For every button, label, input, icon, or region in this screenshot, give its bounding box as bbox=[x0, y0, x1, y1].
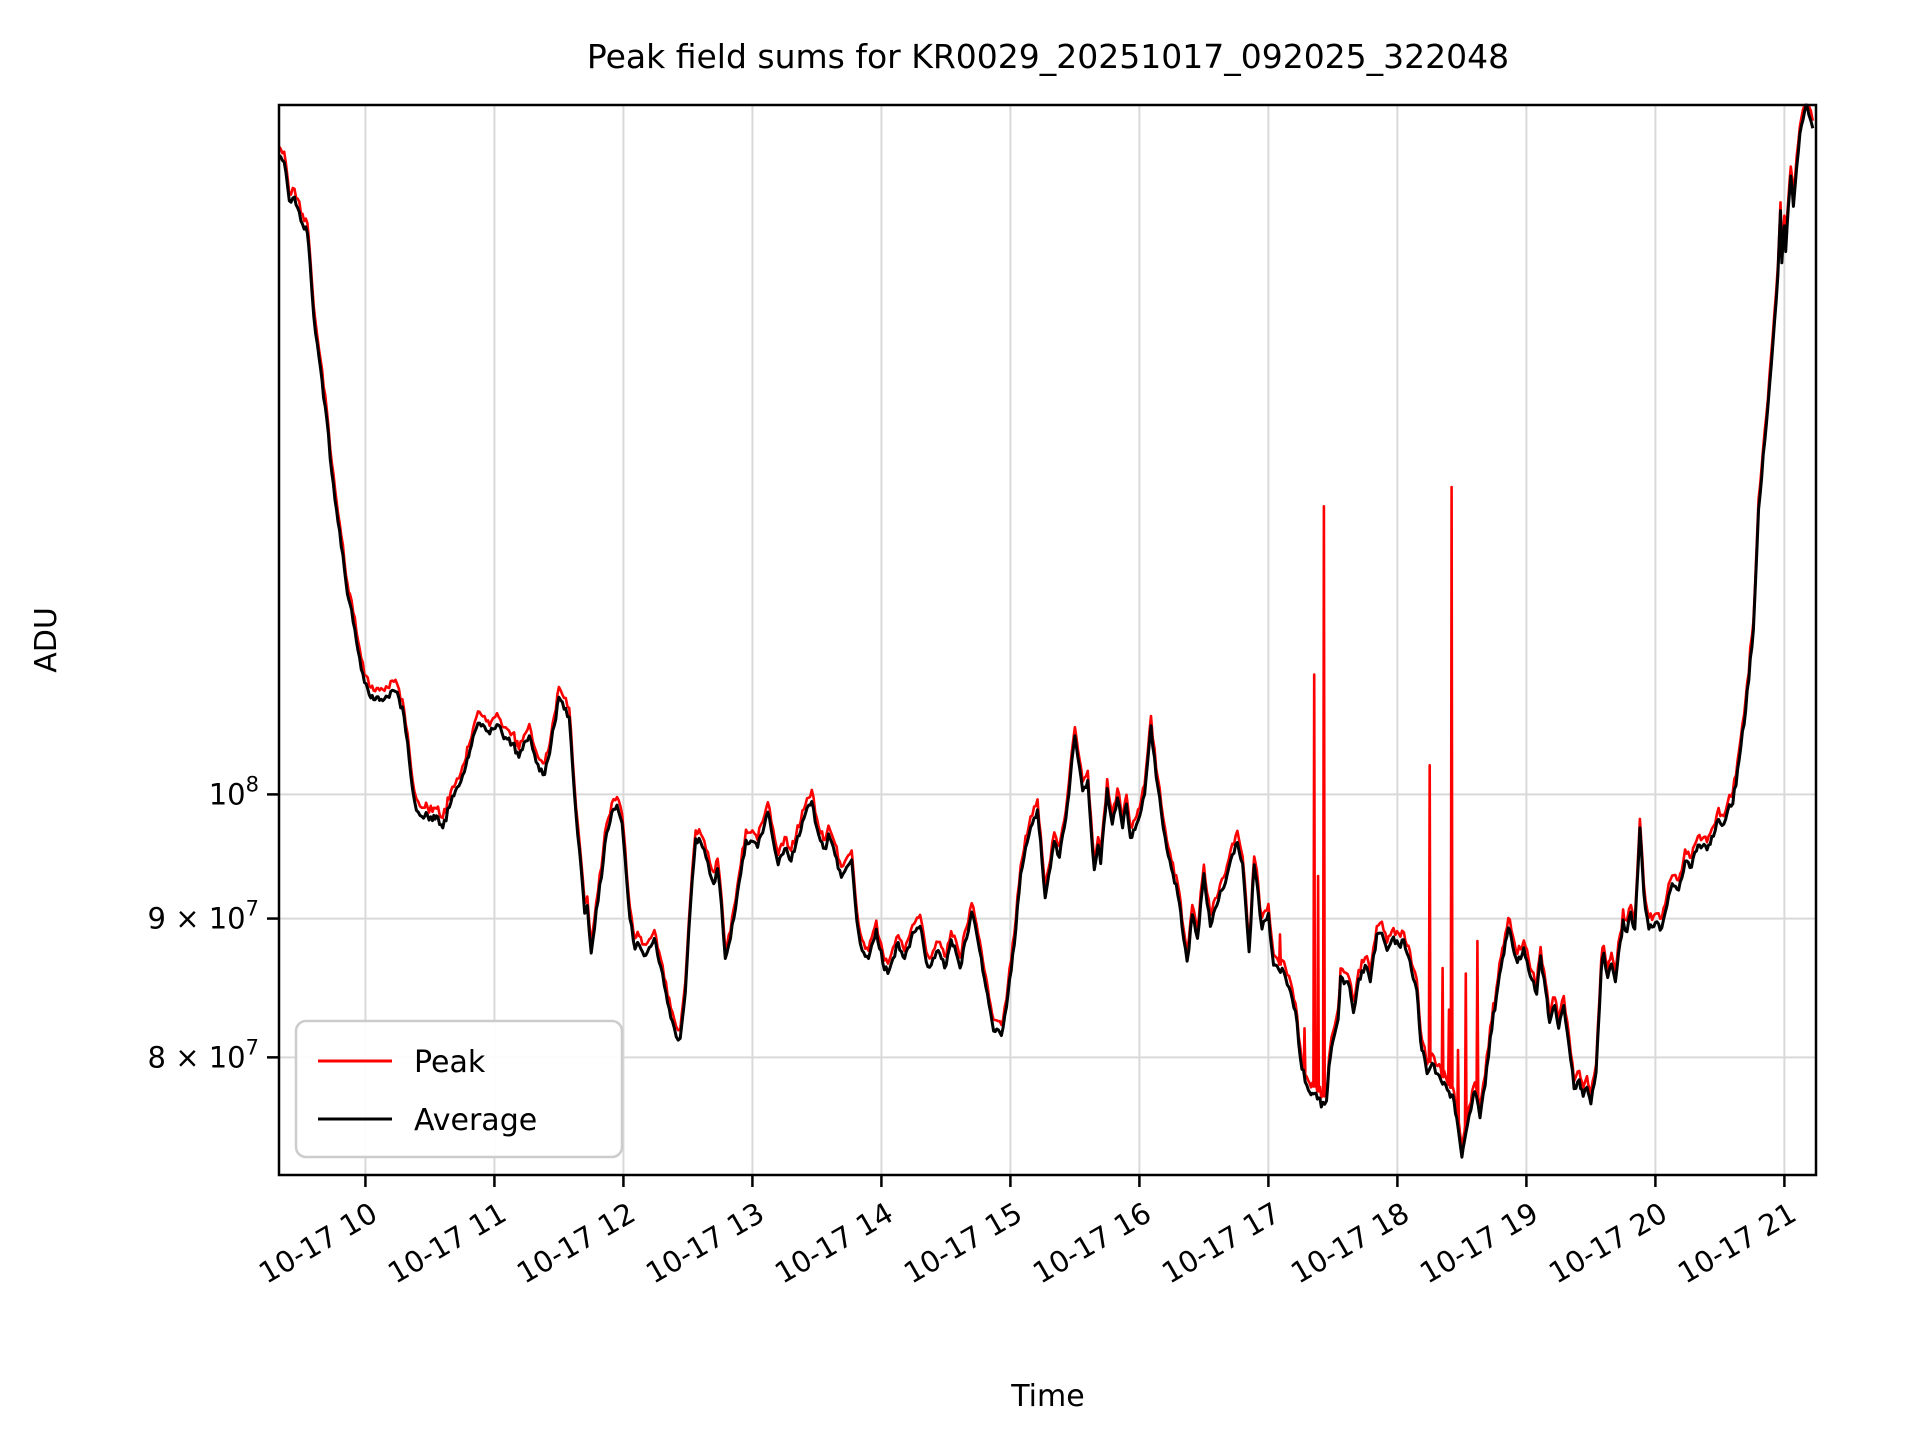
legend: Peak Average bbox=[294, 1019, 624, 1159]
series-layer bbox=[277, 103, 1815, 1159]
series-line-peak bbox=[277, 103, 1815, 1151]
x-axis-label: Time bbox=[1010, 1379, 1084, 1414]
x-tick-label: 10-17 10 bbox=[253, 1196, 383, 1291]
x-tick-label: 10-17 20 bbox=[1543, 1196, 1673, 1291]
legend-label-average: Average bbox=[414, 1103, 537, 1138]
y-tick-label: 8 × 107 bbox=[148, 1035, 259, 1074]
legend-label-peak: Peak bbox=[414, 1045, 486, 1080]
y-axis-label: ADU bbox=[29, 607, 64, 673]
x-tick-label: 10-17 15 bbox=[898, 1196, 1028, 1291]
y-tick-label: 108 bbox=[209, 772, 259, 811]
x-tick-label: 10-17 19 bbox=[1414, 1196, 1544, 1291]
x-tick-label: 10-17 16 bbox=[1027, 1196, 1157, 1291]
x-tick-label: 10-17 21 bbox=[1672, 1196, 1802, 1291]
plot-border bbox=[277, 103, 1818, 1177]
x-tick-label: 10-17 12 bbox=[511, 1196, 641, 1291]
x-tick-label: 10-17 18 bbox=[1285, 1196, 1415, 1291]
grid-layer bbox=[279, 105, 1816, 1175]
x-tick-label: 10-17 11 bbox=[382, 1196, 512, 1291]
legend-box bbox=[294, 1019, 624, 1159]
x-tick-label: 10-17 17 bbox=[1156, 1196, 1286, 1291]
x-tick-label: 10-17 13 bbox=[640, 1196, 770, 1291]
y-tick-label: 9 × 107 bbox=[148, 897, 259, 936]
series-line-average bbox=[278, 103, 1815, 1159]
chart-title: Peak field sums for KR0029_20251017_0920… bbox=[587, 37, 1509, 76]
x-tick-label: 10-17 14 bbox=[769, 1196, 899, 1291]
